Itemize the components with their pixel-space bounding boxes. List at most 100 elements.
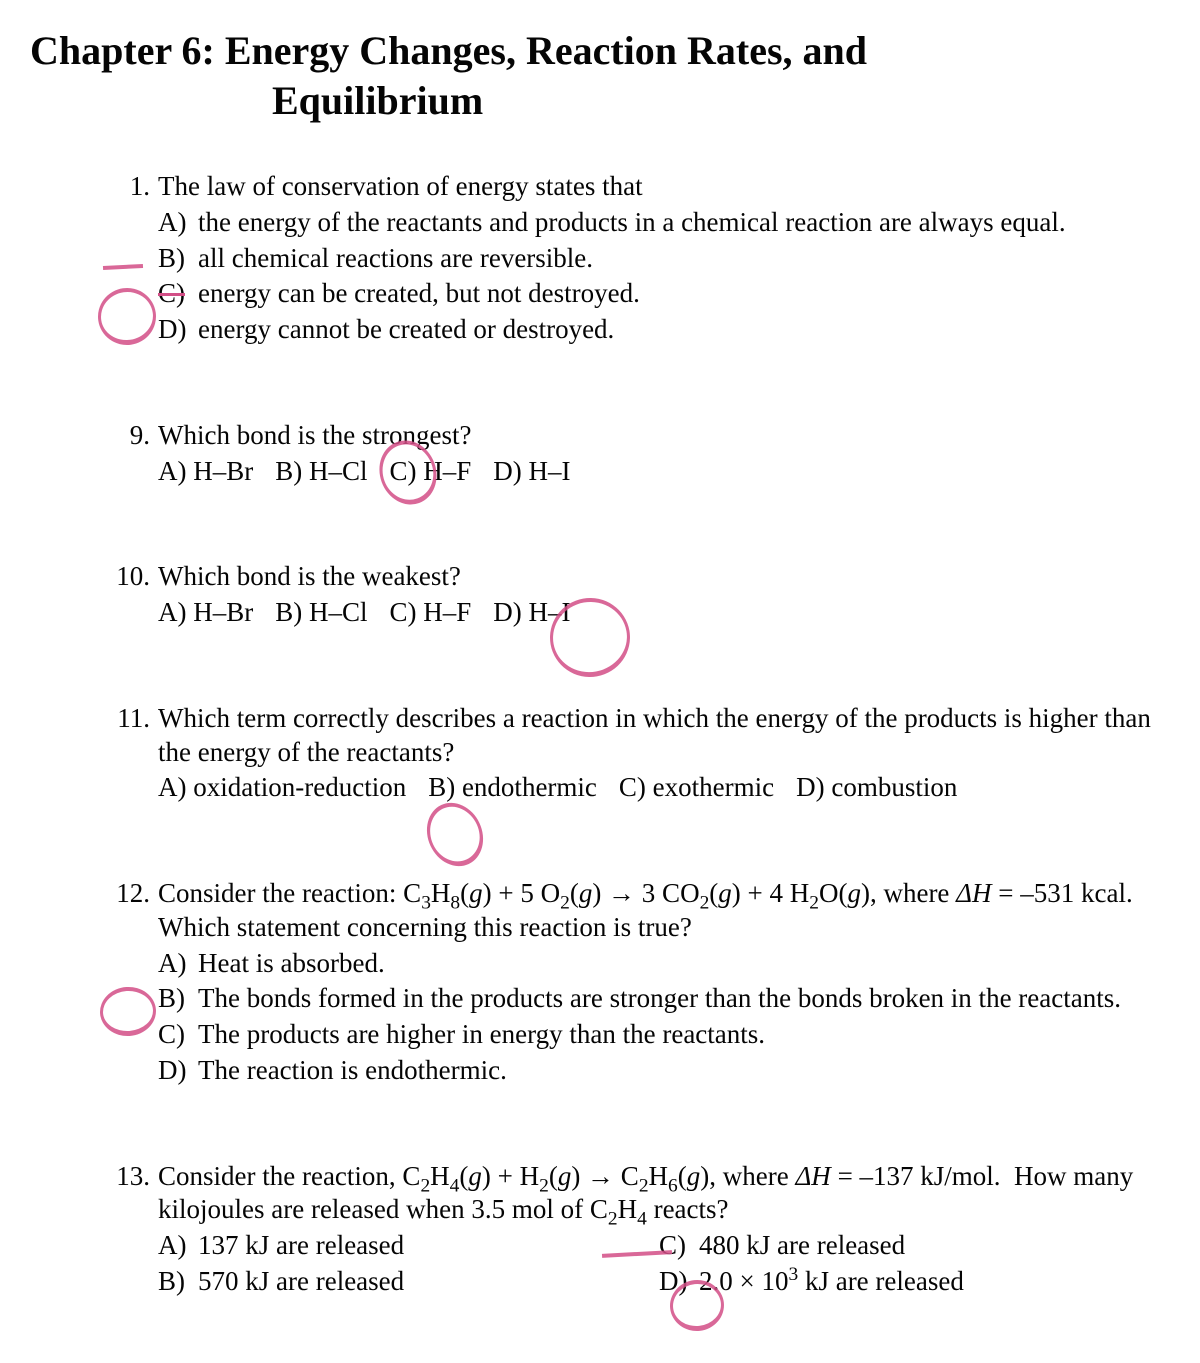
question-text: Which bond is the strongest? xyxy=(158,419,1160,453)
option-letter: B) xyxy=(275,456,309,486)
option: D)energy cannot be created or destroyed. xyxy=(158,313,1160,347)
option: A)137 kJ are released xyxy=(158,1229,659,1263)
question-text: Which bond is the weakest? xyxy=(158,560,1160,594)
option-letter: B) xyxy=(158,242,198,276)
option: C)480 kJ are released xyxy=(659,1229,1160,1263)
option: B) H–Cl xyxy=(275,596,367,630)
option-text: H–Cl xyxy=(309,456,368,486)
option: B) H–Cl xyxy=(275,455,367,489)
chapter-lead: Chapter 6: xyxy=(30,28,215,73)
option-letter: C) xyxy=(158,1018,198,1052)
option: D) H–I xyxy=(493,596,570,630)
option-text: 137 kJ are released xyxy=(198,1229,659,1263)
options-inline: A) H–Br B) H–Cl C) H–F D) H–I xyxy=(158,455,1160,489)
option: C)energy can be created, but not destroy… xyxy=(158,277,1160,311)
options-two-col: A)137 kJ are releasedB)570 kJ are releas… xyxy=(158,1227,1160,1299)
option-text: Heat is absorbed. xyxy=(198,947,1160,981)
question-stem: 9.Which bond is the strongest? xyxy=(104,419,1160,453)
question-text: Consider the reaction, C2H4(g) + H2(g) →… xyxy=(158,1160,1160,1228)
option: B)all chemical reactions are reversible. xyxy=(158,242,1160,276)
questions-container: 1.The law of conservation of energy stat… xyxy=(104,170,1160,1299)
question-stem: 12.Consider the reaction: C3H8(g) + 5 O2… xyxy=(104,877,1160,945)
option-text: H–I xyxy=(529,456,571,486)
option: C) H–F xyxy=(390,455,472,489)
question-text: Which term correctly describes a reactio… xyxy=(158,702,1160,770)
option-text: H–F xyxy=(423,597,471,627)
question-number: 1. xyxy=(104,170,158,204)
question-text: Consider the reaction: C3H8(g) + 5 O2(g)… xyxy=(158,877,1160,945)
question-number: 9. xyxy=(104,419,158,453)
option: B) endothermic xyxy=(428,771,597,805)
options-block: A)Heat is absorbed.B)The bonds formed in… xyxy=(158,947,1160,1088)
option-letter: A) xyxy=(158,1229,198,1263)
option-letter: A) xyxy=(158,206,198,240)
option-letter: C) xyxy=(659,1229,699,1263)
option-letter: C) xyxy=(390,456,424,486)
option-text: the energy of the reactants and products… xyxy=(198,206,1160,240)
option: D) H–I xyxy=(493,455,570,489)
option-letter: A) xyxy=(158,456,193,486)
option-letter: D) xyxy=(158,313,198,347)
option-letter: D) xyxy=(158,1054,198,1088)
question-stem: 13.Consider the reaction, C2H4(g) + H2(g… xyxy=(104,1160,1160,1228)
chapter-title-line2: Equilibrium xyxy=(272,76,1170,126)
option-letter: A) xyxy=(158,947,198,981)
option: C) H–F xyxy=(390,596,472,630)
option-text: The products are higher in energy than t… xyxy=(198,1018,1160,1052)
question-number: 13. xyxy=(104,1160,158,1228)
option-letter: B) xyxy=(428,772,462,802)
option-text: H–Br xyxy=(193,456,253,486)
option: A)Heat is absorbed. xyxy=(158,947,1160,981)
option-text: H–Br xyxy=(193,597,253,627)
question: 13.Consider the reaction, C2H4(g) + H2(g… xyxy=(104,1160,1160,1299)
option-text: combustion xyxy=(831,772,957,802)
option-text: H–I xyxy=(529,597,571,627)
option-text: endothermic xyxy=(462,772,597,802)
option-letter: C) xyxy=(619,772,653,802)
worksheet-page: Chapter 6: Energy Changes, Reaction Rate… xyxy=(0,0,1200,1363)
option-letter: C) xyxy=(390,597,424,627)
option-text: H–Cl xyxy=(309,597,368,627)
option: C) exothermic xyxy=(619,771,774,805)
option: A) H–Br xyxy=(158,455,253,489)
option-text: energy cannot be created or destroyed. xyxy=(198,313,1160,347)
options-block: A)the energy of the reactants and produc… xyxy=(158,206,1160,347)
option: B)570 kJ are released xyxy=(158,1265,659,1299)
option: A)the energy of the reactants and produc… xyxy=(158,206,1160,240)
question: 9.Which bond is the strongest?A) H–Br B) … xyxy=(104,419,1160,489)
option-letter: D) xyxy=(659,1265,699,1299)
option-letter: D) xyxy=(493,456,528,486)
options-inline: A) oxidation-reduction B) endothermic C) e… xyxy=(158,771,1160,805)
question-number: 10. xyxy=(104,560,158,594)
option-text: all chemical reactions are reversible. xyxy=(198,242,1160,276)
question: 10.Which bond is the weakest?A) H–Br B) H… xyxy=(104,560,1160,630)
option-text: 2.0 × 103 kJ are released xyxy=(699,1265,1160,1299)
option-text: energy can be created, but not destroyed… xyxy=(198,277,1160,311)
option: B)The bonds formed in the products are s… xyxy=(158,982,1160,1016)
option: D)2.0 × 103 kJ are released xyxy=(659,1265,1160,1299)
option-text: The reaction is endothermic. xyxy=(198,1054,1160,1088)
question: 11.Which term correctly describes a reac… xyxy=(104,702,1160,805)
option-letter: B) xyxy=(158,1265,198,1299)
chapter-title-line1: Energy Changes, Reaction Rates, and xyxy=(225,28,867,73)
option-text: H–F xyxy=(423,456,471,486)
question: 1.The law of conservation of energy stat… xyxy=(104,170,1160,347)
question-text: The law of conservation of energy states… xyxy=(158,170,1160,204)
option-text: 480 kJ are released xyxy=(699,1229,1160,1263)
option-letter: B) xyxy=(158,982,198,1016)
option-letter: B) xyxy=(275,597,309,627)
question: 12.Consider the reaction: C3H8(g) + 5 O2… xyxy=(104,877,1160,1088)
option: C)The products are higher in energy than… xyxy=(158,1018,1160,1052)
option: A) H–Br xyxy=(158,596,253,630)
option-text: oxidation-reduction xyxy=(193,772,406,802)
option: A) oxidation-reduction xyxy=(158,771,406,805)
option-text: 570 kJ are released xyxy=(198,1265,659,1299)
question-stem: 10.Which bond is the weakest? xyxy=(104,560,1160,594)
question-number: 11. xyxy=(104,702,158,770)
question-stem: 11.Which term correctly describes a reac… xyxy=(104,702,1160,770)
option-letter: D) xyxy=(796,772,831,802)
option: D) combustion xyxy=(796,771,957,805)
question-number: 12. xyxy=(104,877,158,945)
option-letter: A) xyxy=(158,597,193,627)
option: D)The reaction is endothermic. xyxy=(158,1054,1160,1088)
